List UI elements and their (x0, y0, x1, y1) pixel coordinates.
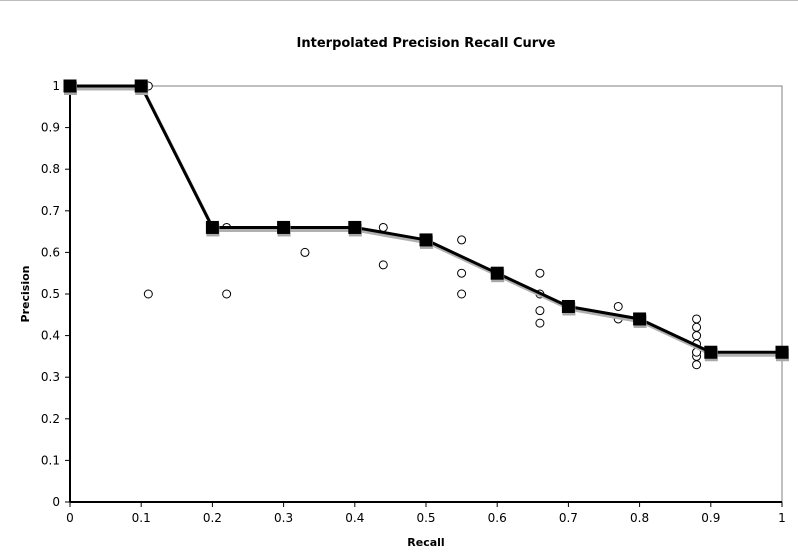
raw-points-series (143, 81, 702, 370)
y-tick-label: 1 (52, 79, 60, 93)
x-tick-label: 0 (66, 511, 74, 525)
raw-data-point (692, 314, 702, 324)
y-tick-label: 0.6 (41, 245, 60, 259)
y-tick-label: 0.1 (41, 453, 60, 467)
raw-data-point (535, 268, 545, 278)
raw-data-point (378, 222, 388, 232)
square-marker (205, 220, 219, 234)
square-marker (63, 79, 77, 93)
raw-data-point (222, 289, 232, 299)
y-tick-label: 0 (52, 495, 60, 509)
plot-area-frame (69, 85, 783, 503)
interpolated-line-shadow (72, 87, 784, 357)
y-tick-label: 0.8 (41, 162, 60, 176)
square-marker (561, 299, 575, 313)
raw-data-point (143, 289, 153, 299)
x-tick-label: 0.4 (345, 511, 364, 525)
raw-data-point (613, 301, 623, 311)
x-tick-label: 0.3 (274, 511, 293, 525)
x-tick-label: 0.9 (701, 511, 720, 525)
raw-data-point (692, 322, 702, 332)
raw-data-point (300, 247, 310, 257)
raw-data-point (457, 268, 467, 278)
square-marker (704, 345, 718, 359)
x-tick-label: 0.5 (416, 511, 435, 525)
tick-labels: 0 0.1 0.2 0.3 0.4 0.5 0.6 0.7 0.8 0.9 1 0 0.1 0.2 0.3 0… (41, 79, 786, 525)
square-marker (348, 220, 362, 234)
x-tick-label: 0.6 (488, 511, 507, 525)
square-marker (490, 266, 504, 280)
top-border-line (0, 0, 798, 1)
raw-data-point (378, 260, 388, 270)
y-tick-label: 0.5 (41, 287, 60, 301)
x-tick-label: 1 (778, 511, 786, 525)
interpolated-line (70, 84, 782, 354)
square-marker (775, 345, 789, 359)
y-tick-label: 0.7 (41, 204, 60, 218)
raw-data-point (692, 360, 702, 370)
y-tick-label: 0.4 (41, 329, 60, 343)
x-tick-label: 0.8 (630, 511, 649, 525)
y-tick-label: 0.3 (41, 370, 60, 384)
axes (69, 86, 782, 503)
chart-title: Interpolated Precision Recall Curve (297, 36, 556, 51)
x-axis-label: Recall (407, 536, 444, 549)
raw-data-point (457, 235, 467, 245)
y-tick-label: 0.9 (41, 121, 60, 135)
x-tick-label: 0.2 (203, 511, 222, 525)
x-tick-label: 0.7 (559, 511, 578, 525)
y-tick-label: 0.2 (41, 412, 60, 426)
square-marker (277, 220, 291, 234)
raw-data-point (535, 306, 545, 316)
square-marker (134, 79, 148, 93)
square-marker (419, 233, 433, 247)
interpolated-line-series (63, 79, 789, 362)
raw-data-point (535, 318, 545, 328)
square-marker (633, 312, 647, 326)
raw-data-point (457, 289, 467, 299)
x-tick-label: 0.1 (132, 511, 151, 525)
raw-data-point (692, 331, 702, 341)
y-axis-label: Precision (19, 266, 32, 323)
